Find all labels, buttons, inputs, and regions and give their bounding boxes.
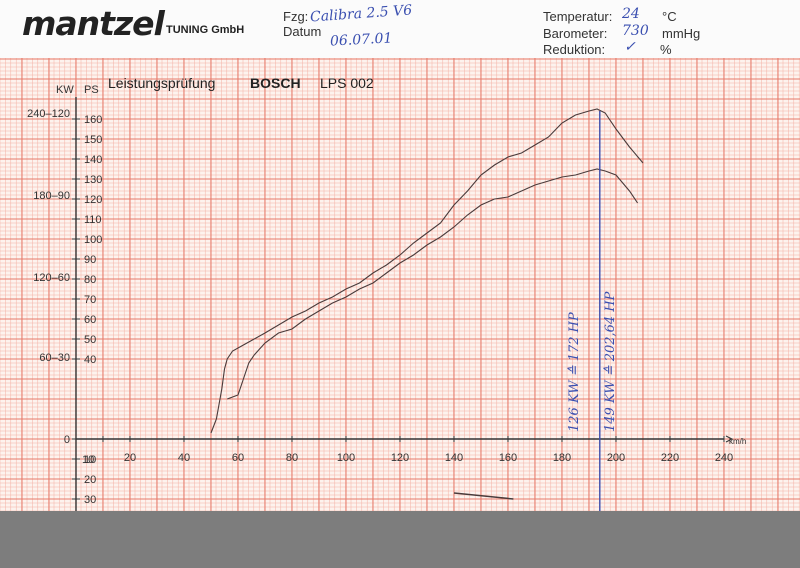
y-tick-label: 100: [84, 234, 102, 246]
x-axis-arrow: [725, 435, 734, 443]
barometer-label: Barometer:: [543, 26, 608, 41]
temperature-unit: °C: [662, 9, 677, 24]
y-tick-label: 110: [84, 214, 102, 226]
x-tick-label: 100: [337, 452, 355, 464]
x-tick-label: 200: [607, 452, 625, 464]
y-tick-label: 160: [84, 114, 102, 126]
power-curve-1: [210, 108, 644, 434]
y-tick-label: 60: [84, 314, 96, 326]
x-tick-label: 240: [715, 452, 733, 464]
y-tick-label-combined: 60–30: [39, 352, 70, 364]
y-tick-label: 20: [84, 474, 96, 486]
x-tick-label: 60: [232, 452, 244, 464]
vehicle-label: Fzg:: [283, 9, 309, 24]
hand-stroke: [453, 492, 514, 500]
y-tick-label: 140: [84, 154, 102, 166]
x-tick-label: 140: [445, 452, 463, 464]
y-tick-label: 80: [84, 274, 96, 286]
y-tick-label: 70: [84, 294, 96, 306]
y-tick-label-combined: 0: [64, 434, 70, 446]
brand-logo: mantzel: [22, 4, 165, 43]
x-tick-label: 120: [391, 452, 409, 464]
x-tick-label: 40: [178, 452, 190, 464]
brand-logo-subtitle: TUNING GmbH: [166, 24, 245, 36]
chart-brand: BOSCH: [250, 75, 301, 91]
handwritten-note-2: 149 KW ≙ 202,64 HP: [603, 291, 618, 432]
reduction-value: ✓: [624, 39, 636, 55]
scan-footer-band: [0, 511, 800, 568]
barometer-value: 730: [622, 23, 649, 39]
power-curves: [210, 108, 644, 500]
x-tick-label: 180: [553, 452, 571, 464]
annotations: 126 KW ≙ 172 HP 149 KW ≙ 202,64 HP: [567, 111, 618, 511]
x-axis-label: km/h: [729, 437, 746, 446]
y-tick-label: 10: [84, 454, 96, 466]
tick-labels: 20 40 60 80 100 120 140 160 180 200 220 240 30 20 10 40…: [27, 108, 733, 506]
x-tick-label: 20: [124, 452, 136, 464]
reduction-label: Reduktion:: [543, 42, 606, 57]
y-tick-label: 40: [84, 354, 96, 366]
power-curve-2: [227, 168, 639, 400]
y-tick-label: 150: [84, 134, 102, 146]
temperature-value: 24: [622, 6, 640, 22]
y-tick-label-combined: 120–60: [33, 272, 70, 284]
y-tick-label: 120: [84, 194, 102, 206]
reduction-unit: %: [660, 42, 672, 57]
temperature-label: Temperatur:: [543, 9, 613, 24]
y-tick-label-combined: 240–120: [27, 108, 70, 120]
axes: [72, 97, 734, 511]
barometer-unit: mmHg: [662, 26, 701, 41]
date-label: Datum: [283, 24, 322, 39]
handwritten-note-1: 126 KW ≙ 172 HP: [567, 312, 582, 432]
x-tick-label: 10: [82, 454, 94, 466]
x-tick-label: 220: [661, 452, 679, 464]
x-tick-label: 160: [499, 452, 517, 464]
chart-model: LPS 002: [320, 75, 374, 91]
chart-header: mantzel TUNING GmbH Fzg: Calibra 2.5 V6 …: [0, 0, 800, 58]
y-tick-label: 130: [84, 174, 102, 186]
y-axis-label-kw: KW: [56, 84, 74, 96]
y-tick-label: 90: [84, 254, 96, 266]
y-axis-label-ps: PS: [84, 84, 99, 96]
y-tick-label: 50: [84, 334, 96, 346]
y-tick-label: 30: [84, 494, 96, 506]
y-tick-label-combined: 180–90: [33, 190, 70, 202]
x-tick-label: 80: [286, 452, 298, 464]
chart-title: Leistungsprüfung: [108, 75, 215, 91]
